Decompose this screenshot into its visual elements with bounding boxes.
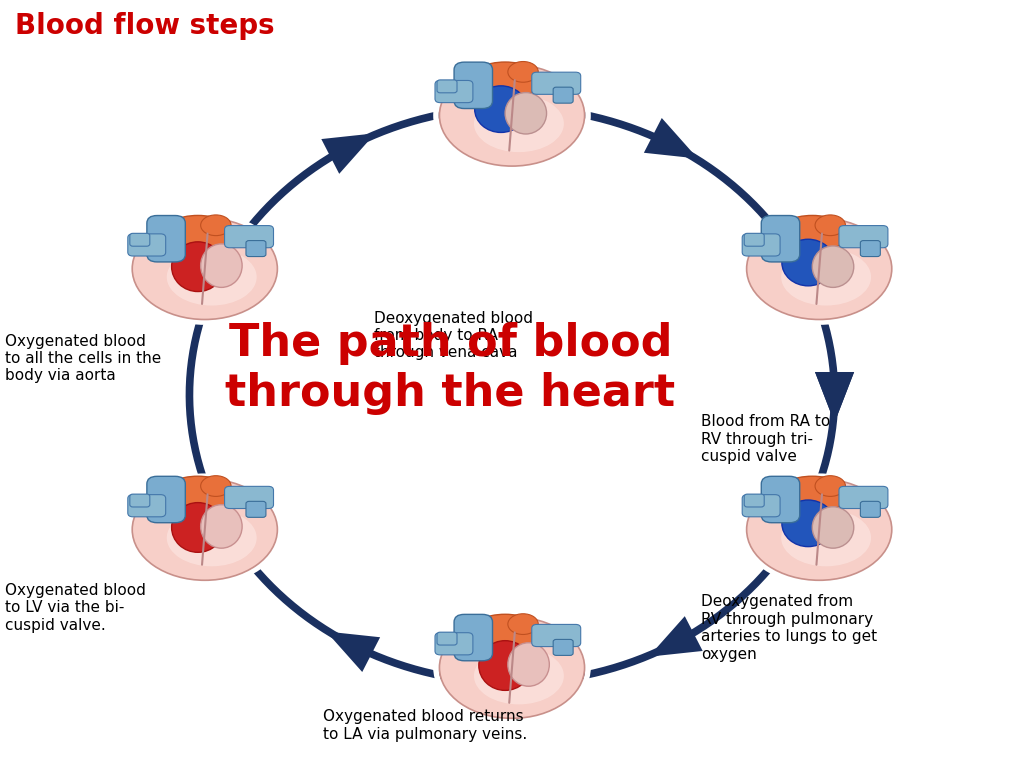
FancyBboxPatch shape	[130, 233, 150, 246]
Ellipse shape	[162, 216, 233, 252]
Text: Oxygenated blood returns
to LA via pulmonary veins.: Oxygenated blood returns to LA via pulmo…	[323, 709, 526, 742]
Ellipse shape	[172, 242, 224, 291]
Text: Blood flow steps: Blood flow steps	[15, 12, 275, 40]
FancyBboxPatch shape	[553, 640, 573, 655]
FancyBboxPatch shape	[224, 486, 273, 509]
FancyBboxPatch shape	[146, 476, 185, 523]
Text: Deoxygenated blood
from body to RA
through vena cava: Deoxygenated blood from body to RA throu…	[374, 311, 532, 360]
Polygon shape	[644, 118, 697, 159]
FancyBboxPatch shape	[130, 494, 150, 507]
Ellipse shape	[201, 476, 231, 496]
Ellipse shape	[776, 216, 848, 252]
Ellipse shape	[746, 218, 892, 320]
Ellipse shape	[201, 215, 231, 235]
Ellipse shape	[782, 239, 835, 286]
FancyBboxPatch shape	[839, 225, 888, 248]
Ellipse shape	[162, 476, 233, 512]
FancyBboxPatch shape	[553, 87, 573, 104]
FancyBboxPatch shape	[224, 225, 273, 248]
FancyBboxPatch shape	[246, 502, 266, 517]
FancyBboxPatch shape	[744, 233, 764, 246]
FancyBboxPatch shape	[531, 624, 581, 647]
FancyBboxPatch shape	[246, 241, 266, 256]
Polygon shape	[322, 133, 375, 174]
FancyBboxPatch shape	[860, 241, 881, 256]
Ellipse shape	[508, 614, 539, 634]
FancyBboxPatch shape	[742, 495, 780, 517]
Text: Oxygenated blood
to all the cells in the
body via aorta: Oxygenated blood to all the cells in the…	[5, 334, 162, 384]
Ellipse shape	[439, 64, 585, 166]
FancyBboxPatch shape	[146, 216, 185, 262]
FancyBboxPatch shape	[742, 234, 780, 256]
Ellipse shape	[508, 643, 549, 686]
Ellipse shape	[474, 647, 564, 704]
Polygon shape	[327, 631, 380, 672]
FancyBboxPatch shape	[454, 62, 493, 109]
FancyBboxPatch shape	[128, 234, 166, 256]
Ellipse shape	[505, 93, 547, 134]
Ellipse shape	[172, 502, 224, 552]
Ellipse shape	[167, 509, 257, 566]
Text: Oxygenated blood
to LV via the bi-
cuspid valve.: Oxygenated blood to LV via the bi- cuspi…	[5, 583, 146, 633]
FancyBboxPatch shape	[437, 80, 457, 93]
FancyBboxPatch shape	[744, 494, 764, 507]
Ellipse shape	[781, 249, 871, 305]
Ellipse shape	[167, 249, 257, 305]
Ellipse shape	[132, 218, 278, 320]
FancyBboxPatch shape	[839, 486, 888, 509]
FancyBboxPatch shape	[761, 476, 800, 523]
Text: The path of blood
through the heart: The path of blood through the heart	[225, 322, 676, 414]
Ellipse shape	[201, 505, 242, 548]
FancyBboxPatch shape	[531, 72, 581, 94]
Ellipse shape	[201, 244, 242, 288]
Ellipse shape	[812, 246, 854, 288]
Ellipse shape	[475, 86, 527, 133]
Ellipse shape	[469, 62, 541, 98]
Ellipse shape	[782, 500, 835, 547]
Polygon shape	[815, 372, 854, 423]
Ellipse shape	[439, 617, 585, 719]
Ellipse shape	[132, 479, 278, 581]
Polygon shape	[649, 616, 702, 657]
Ellipse shape	[508, 61, 539, 82]
Ellipse shape	[469, 614, 541, 650]
Ellipse shape	[815, 476, 846, 496]
Ellipse shape	[746, 479, 892, 581]
Ellipse shape	[479, 640, 531, 690]
Text: Deoxygenated from
RV through pulmonary
arteries to lungs to get
oxygen: Deoxygenated from RV through pulmonary a…	[701, 594, 878, 662]
Ellipse shape	[776, 476, 848, 512]
FancyBboxPatch shape	[128, 495, 166, 517]
Ellipse shape	[812, 507, 854, 548]
Ellipse shape	[781, 509, 871, 566]
FancyBboxPatch shape	[435, 81, 473, 103]
Ellipse shape	[474, 95, 564, 152]
FancyBboxPatch shape	[454, 614, 493, 660]
Polygon shape	[815, 372, 854, 423]
FancyBboxPatch shape	[435, 633, 473, 655]
FancyBboxPatch shape	[761, 216, 800, 262]
FancyBboxPatch shape	[437, 632, 457, 645]
Ellipse shape	[815, 215, 846, 235]
FancyBboxPatch shape	[860, 502, 881, 517]
Text: Blood from RA to
RV through tri-
cuspid valve: Blood from RA to RV through tri- cuspid …	[701, 414, 830, 464]
